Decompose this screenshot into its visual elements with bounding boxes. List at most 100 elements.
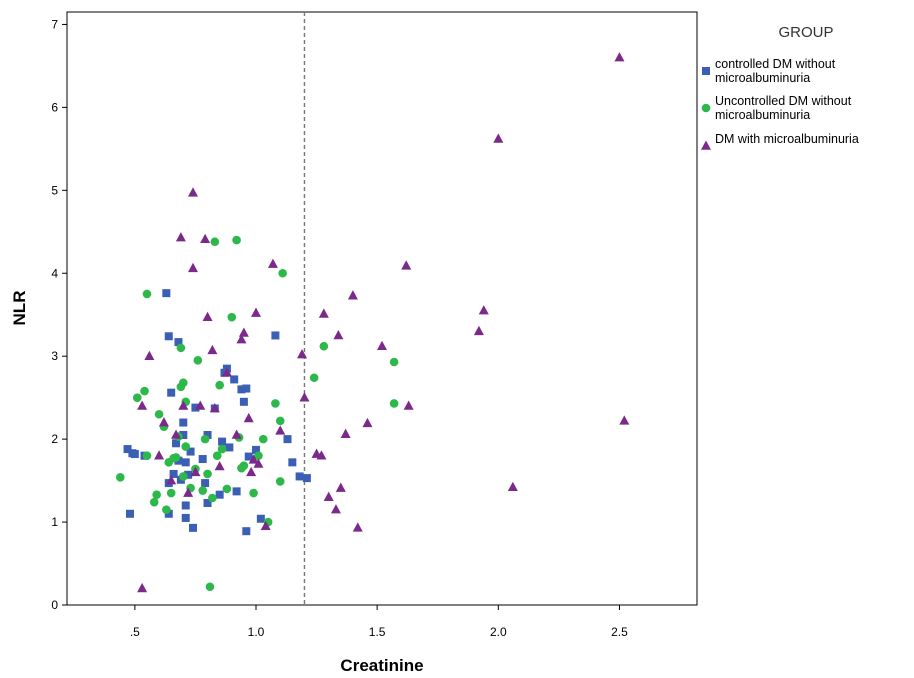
data-point-triangle [347,290,358,300]
data-point-triangle [158,417,169,427]
data-point-square [237,385,246,394]
y-tick-label: 4 [51,266,58,280]
data-point-triangle [200,233,211,244]
data-points [116,52,630,593]
data-point-triangle [183,487,194,497]
data-point-square [164,509,173,518]
data-point-triangle [243,412,254,423]
data-point-circle [166,488,176,498]
data-point-circle [254,451,263,461]
x-tick-label: 2.0 [490,625,507,639]
data-point-triangle [137,582,148,593]
data-point-triangle [401,260,412,270]
data-point-triangle [209,402,220,413]
data-point-triangle [171,429,182,439]
data-point-square [244,452,253,461]
data-point-triangle [221,367,232,377]
legend-label: microalbuminuria [715,71,810,85]
data-point-triangle [507,481,518,492]
data-point-square [288,458,297,467]
data-point-circle [258,434,268,444]
data-point-circle [217,444,227,454]
data-point-triangle [316,450,327,460]
data-point-square [162,289,171,298]
data-point-square [271,331,280,340]
y-tick-label: 6 [51,100,58,114]
data-point-triangle [251,307,261,317]
data-point-triangle [253,458,264,468]
data-point-square [181,458,190,467]
data-point-square [215,490,224,499]
data-point-triangle [333,329,344,340]
y-tick-label: 3 [51,349,58,363]
axis-ticks: .5 1.0 1.5 2.0 2.5 0 1 2 3 4 5 6 7 [51,17,628,639]
y-tick-label: 7 [51,17,58,31]
data-point-triangle [178,400,189,410]
data-point-square [174,338,183,347]
data-point-circle [140,386,149,396]
y-tick-label: 1 [51,515,58,529]
data-point-circle [239,461,249,470]
data-point-triangle [175,232,186,242]
data-point-square [252,445,260,454]
plot-frame [66,11,698,606]
data-point-square [218,437,227,446]
data-point-square [164,332,173,341]
data-point-triangle [207,344,218,355]
legend-title: GROUP [778,24,833,41]
data-point-triangle [362,417,373,428]
data-point-triangle [377,340,387,351]
legend-items: controlled DM withoutmicroalbuminuriaUnc… [701,57,859,150]
data-point-circle [149,497,159,507]
data-point-triangle [202,311,213,322]
data-point-square [181,513,190,522]
legend-label: controlled DM without [715,57,836,71]
data-point-triangle [154,450,165,460]
data-point-circle [275,477,285,486]
data-point-square [203,430,212,439]
data-point-square [169,469,178,478]
data-point-circle [142,289,152,299]
data-point-square [130,450,139,459]
data-point-triangle [267,258,278,268]
data-point-circle [152,490,161,499]
data-point-circle [210,237,220,247]
data-point-triangle [248,454,259,464]
x-tick-label: 1.0 [248,625,265,639]
data-point-circle [278,268,287,278]
data-point-circle [309,373,319,383]
data-point-triangle [137,400,148,410]
data-point-square [230,375,239,384]
x-tick-label: 1.5 [369,625,386,639]
data-point-triangle [144,350,155,360]
data-point-triangle [473,325,484,336]
data-point-triangle [297,349,308,359]
data-point-square [184,470,193,479]
data-point-circle [116,472,125,482]
data-point-circle [275,416,285,426]
data-point-square [242,527,251,536]
data-point-square [232,487,241,496]
data-point-square [295,472,304,481]
legend-item-triangle: DM with microalbuminuria [701,132,859,150]
data-point-triangle [619,415,630,425]
data-point-square [186,447,195,456]
legend-label: Uncontrolled DM without [715,94,852,108]
series-circle [116,235,399,592]
legend-marker-triangle [701,140,711,150]
y-tick-label: 0 [51,598,58,612]
data-point-triangle [214,460,225,471]
data-point-triangle [478,305,489,315]
plot-area: .5 1.0 1.5 2.0 2.5 0 1 2 3 4 5 6 7 [51,11,698,639]
legend-label: microalbuminuria [715,108,810,122]
data-point-circle [154,409,164,419]
data-point-circle [179,472,188,481]
data-point-triangle [188,262,198,273]
data-point-circle [222,484,232,494]
data-point-square [126,509,134,518]
data-point-triangle [188,187,198,197]
data-point-circle [203,469,212,479]
x-axis-title: Creatinine [340,656,423,675]
